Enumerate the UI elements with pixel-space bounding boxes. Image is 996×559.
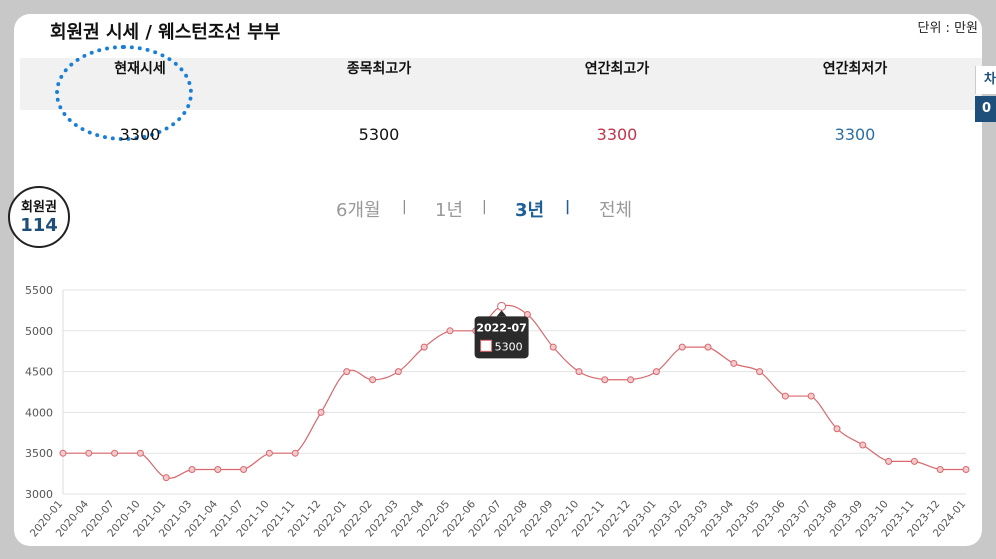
y-tick-label: 3000 xyxy=(25,488,53,501)
data-point xyxy=(446,327,454,335)
highlight-circle xyxy=(55,45,193,141)
data-point xyxy=(910,457,918,465)
side-tab-bottom: 0 xyxy=(975,96,996,122)
unit-label: 단위 : 만원 xyxy=(917,21,979,36)
membership-114-logo: 회원권 114 xyxy=(8,186,70,248)
data-point xyxy=(807,392,815,400)
data-point xyxy=(601,376,609,384)
y-tick-label: 5500 xyxy=(25,284,53,297)
tab-3-years[interactable]: 3년 xyxy=(515,200,545,221)
side-tab[interactable]: 차 0 xyxy=(975,60,996,122)
tab-1-year[interactable]: 1년 xyxy=(435,200,464,221)
stat-label-year-low: 연간최저가 xyxy=(822,61,888,77)
data-point xyxy=(549,343,557,351)
stat-value-year-high: 3300 xyxy=(596,125,638,144)
data-point xyxy=(704,343,712,351)
data-point xyxy=(369,376,377,384)
stat-value-current: 3300 xyxy=(119,125,161,144)
data-point xyxy=(59,449,67,457)
data-point xyxy=(214,466,222,474)
data-point xyxy=(291,449,299,457)
data-point xyxy=(627,376,635,384)
stat-label-current: 현재시세 xyxy=(114,61,166,77)
stat-value-all-time-high: 5300 xyxy=(358,125,400,144)
data-point xyxy=(962,466,970,474)
stat-label-all-time-high: 종목최고가 xyxy=(346,61,412,77)
data-point xyxy=(756,368,764,376)
data-point xyxy=(136,449,144,457)
tab-6-months[interactable]: 6개월 xyxy=(336,200,381,221)
data-point xyxy=(833,425,841,433)
logo-text-top: 회원권 xyxy=(21,200,57,215)
y-tick-label: 4500 xyxy=(25,366,53,379)
tab-separator: | xyxy=(482,199,487,215)
stat-value-year-low: 3300 xyxy=(834,125,876,144)
data-point xyxy=(652,368,660,376)
data-point xyxy=(936,466,944,474)
data-point xyxy=(188,466,196,474)
data-point xyxy=(240,466,248,474)
data-point xyxy=(265,449,273,457)
data-point xyxy=(317,408,325,416)
data-point xyxy=(85,449,93,457)
tab-separator: | xyxy=(565,199,571,215)
side-tab-top: 차 xyxy=(975,66,996,94)
y-tick-label: 4000 xyxy=(25,406,53,419)
data-point xyxy=(859,441,867,449)
data-point xyxy=(730,359,738,367)
tooltip-value: 5300 xyxy=(495,340,523,353)
data-point xyxy=(781,392,789,400)
tab-all[interactable]: 전체 xyxy=(599,200,633,221)
data-point xyxy=(394,368,402,376)
tooltip-arrow xyxy=(496,310,507,317)
data-point xyxy=(678,343,686,351)
data-point xyxy=(343,368,351,376)
page-title: 회원권 시세 / 웨스턴조선 부부 xyxy=(50,22,281,43)
data-point xyxy=(420,343,428,351)
y-tick-label: 5000 xyxy=(25,325,53,338)
data-point xyxy=(497,301,507,311)
data-point xyxy=(885,457,893,465)
stat-label-year-high: 연간최고가 xyxy=(584,61,650,77)
data-point xyxy=(575,368,583,376)
logo-number: 114 xyxy=(20,215,58,236)
tooltip-swatch xyxy=(480,339,493,352)
data-point xyxy=(111,449,119,457)
data-point xyxy=(162,474,170,482)
y-tick-label: 3500 xyxy=(25,447,53,460)
tooltip-date: 2022-07 xyxy=(476,321,527,334)
tab-separator: | xyxy=(402,199,407,215)
